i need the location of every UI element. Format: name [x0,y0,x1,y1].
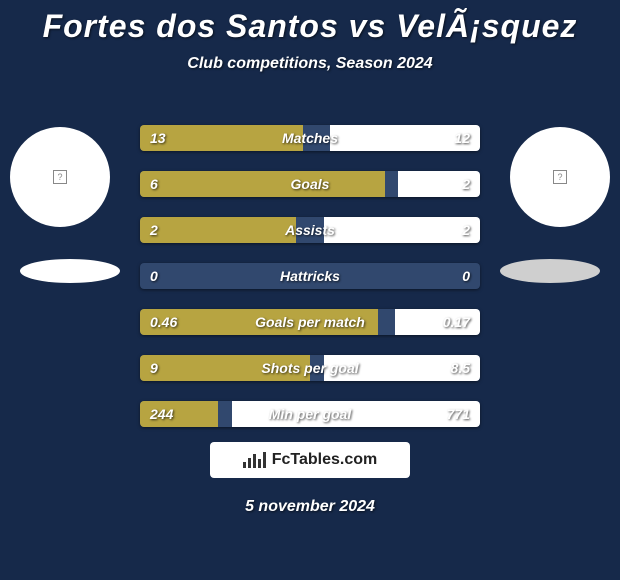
bar-left [140,217,296,243]
subtitle: Club competitions, Season 2024 [187,55,432,73]
stat-value-right: 8.5 [451,360,470,376]
stat-row: Matches 13 12 [140,125,480,151]
image-placeholder-icon: ? [53,170,67,184]
logo-box: FcTables.com [210,442,410,478]
stat-label: Min per goal [269,406,351,422]
stat-value-right: 2 [462,176,470,192]
stat-label: Goals per match [255,314,365,330]
shadow-left [20,259,120,283]
page-title: Fortes dos Santos vs VelÃ¡squez [43,8,578,45]
date-label: 5 november 2024 [245,498,375,516]
stat-value-left: 6 [150,176,158,192]
player-right-avatar: ? [510,127,610,227]
stat-row: Min per goal 244 771 [140,401,480,427]
stat-value-right: 771 [447,406,470,422]
logo-bars-icon [243,452,266,468]
stat-label: Hattricks [280,268,340,284]
stat-label: Matches [282,130,338,146]
stat-value-left: 244 [150,406,173,422]
shadow-right [500,259,600,283]
stat-row: Shots per goal 9 8.5 [140,355,480,381]
stat-row: Goals per match 0.46 0.17 [140,309,480,335]
stat-value-right: 0.17 [443,314,470,330]
stat-value-left: 0 [150,268,158,284]
stat-value-right: 0 [462,268,470,284]
stat-label: Shots per goal [261,360,358,376]
stats-list: Matches 13 12 Goals 6 2 Assists 2 2 Hattricks 0 0 Go… [140,125,480,427]
stat-value-left: 9 [150,360,158,376]
comparison-card: Fortes dos Santos vs VelÃ¡squez Club com… [0,0,620,580]
bar-left [140,171,385,197]
bar-right [324,217,480,243]
player-left-avatar: ? [10,127,110,227]
stat-row: Hattricks 0 0 [140,263,480,289]
stat-value-left: 13 [150,130,166,146]
stat-value-right: 12 [454,130,470,146]
stat-value-left: 2 [150,222,158,238]
stat-value-left: 0.46 [150,314,177,330]
stat-row: Assists 2 2 [140,217,480,243]
stat-value-right: 2 [462,222,470,238]
stat-row: Goals 6 2 [140,171,480,197]
logo-text: FcTables.com [272,451,378,469]
stat-label: Goals [291,176,330,192]
stat-label: Assists [285,222,335,238]
image-placeholder-icon: ? [553,170,567,184]
